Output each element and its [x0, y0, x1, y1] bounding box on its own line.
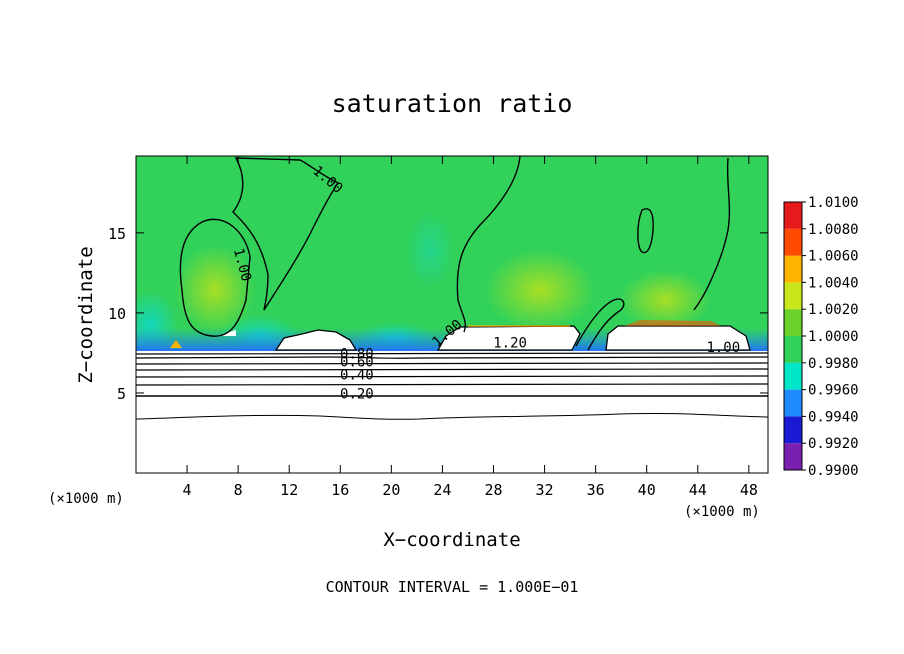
colorbar-label: 1.0000	[808, 329, 859, 345]
x-tick-label: 36	[587, 481, 605, 499]
chart-title: saturation ratio	[332, 89, 573, 118]
colorbar-label: 0.9920	[808, 436, 859, 452]
colorbar: 0.9900 0.9920 0.9940 0.9960 0.9980 1.0000 1.00…	[783, 195, 859, 479]
y-tick-label: 15	[108, 225, 126, 243]
x-tick-label: 28	[484, 481, 502, 499]
x-tick-label: 24	[433, 481, 451, 499]
x-tick-label: 12	[280, 481, 298, 499]
colorbar-label: 1.0060	[808, 249, 859, 265]
x-tick-label: 48	[740, 481, 758, 499]
x-axis-label: X−coordinate	[383, 529, 520, 551]
contour-label: 1.00	[706, 340, 740, 356]
colorbar-swatch	[784, 443, 802, 470]
colorbar-label: 1.0080	[808, 222, 859, 238]
lower-layer	[136, 351, 768, 473]
warm-speck	[468, 325, 570, 327]
plot-area	[136, 156, 768, 473]
warm-region	[485, 250, 595, 330]
contour-label: 0.20	[340, 387, 374, 403]
colorbar-swatch	[784, 362, 802, 390]
cloud-patch	[274, 329, 358, 351]
colorbar-swatch	[784, 416, 802, 444]
colorbar-label: 0.9980	[808, 356, 859, 372]
cloud-patch	[605, 325, 751, 351]
colorbar-label: 1.0040	[808, 275, 859, 291]
moist-region	[405, 210, 455, 290]
x-axis: 4 8 12 16 20 24 28 32 36 40 44 48	[183, 156, 758, 499]
x-unit-left: (×1000 m)	[48, 491, 124, 507]
colorbar-label: 0.9960	[808, 383, 859, 399]
contour-label: 0.80	[340, 347, 374, 363]
contour-lines-1.00	[179, 156, 731, 351]
contour-label: 0.40	[340, 367, 374, 383]
colorbar-label: 1.0100	[808, 195, 859, 211]
colorbar-label: 1.0020	[808, 302, 859, 318]
warm-speck	[624, 320, 720, 326]
plot-frame	[135, 155, 769, 474]
colorbar-swatch	[784, 389, 802, 417]
colorbar-swatch	[784, 309, 802, 336]
x-tick-label: 4	[183, 481, 192, 499]
y-tick-label: 10	[108, 305, 126, 323]
colorbar-label: 0.9940	[808, 409, 859, 425]
contour-interval-note: CONTOUR INTERVAL = 1.000E−01	[326, 578, 579, 596]
x-unit-right: (×1000 m)	[684, 504, 760, 520]
y-axis-label: Z−coordinate	[75, 246, 97, 383]
contour-label: 0.60	[340, 355, 374, 371]
colorbar-swatch	[784, 202, 802, 229]
warm-speck	[170, 340, 182, 348]
colorbar-swatch	[784, 228, 802, 256]
colorbar-swatch	[784, 336, 802, 363]
x-tick-label: 8	[234, 481, 243, 499]
contour-label: 1.20	[493, 335, 527, 351]
colorbar-swatch	[784, 255, 802, 283]
warm-region	[175, 245, 255, 335]
x-tick-label: 32	[536, 481, 554, 499]
colorbar-label: 0.9900	[808, 463, 859, 479]
contour-lines-lower	[136, 352, 768, 420]
cloud-patch	[436, 325, 581, 351]
x-tick-label: 44	[689, 481, 707, 499]
warm-region	[620, 270, 710, 330]
colorbar-swatch	[784, 282, 802, 310]
x-tick-label: 20	[382, 481, 400, 499]
y-tick-label: 5	[117, 385, 126, 403]
x-tick-label: 40	[638, 481, 656, 499]
y-axis: 5 10 15	[108, 225, 768, 403]
x-tick-label: 16	[331, 481, 349, 499]
cloud-patch	[223, 330, 236, 336]
